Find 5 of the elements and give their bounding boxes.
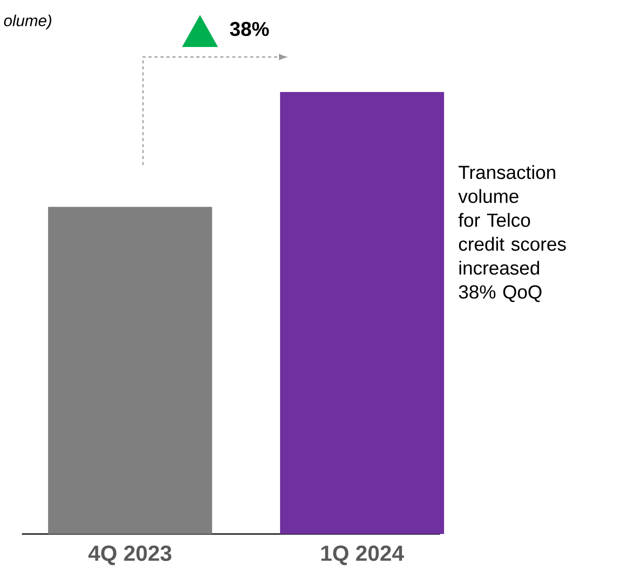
text: Transaction volume for Telco credit scores increased 38% QoQ (458, 165, 566, 302)
x-tick-label: 4Q 2023 (88, 545, 172, 566)
text: 38% (230, 22, 269, 36)
x-tick-label: 1Q 2024 (321, 545, 404, 566)
chart-title: olume) (4, 14, 52, 30)
